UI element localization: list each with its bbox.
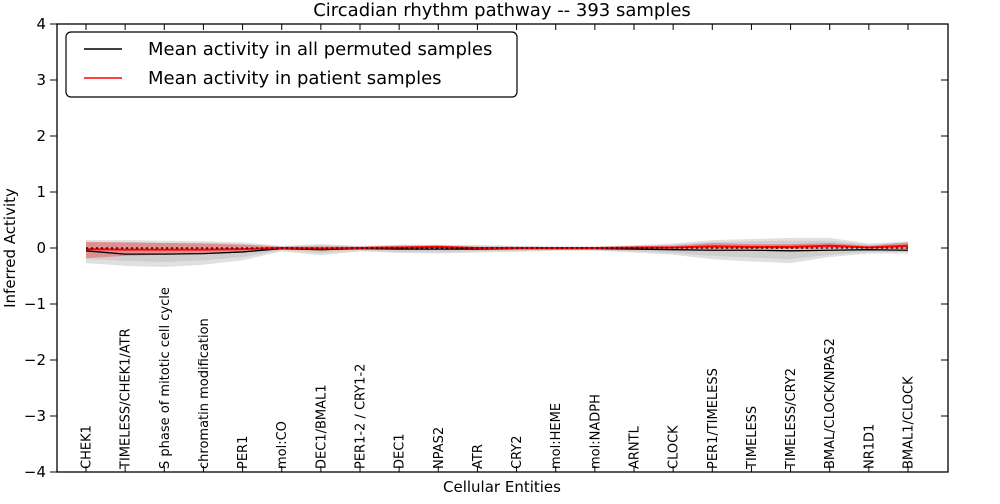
x-category-label: PER1: [236, 436, 251, 469]
x-category-label: mol:NADPH: [588, 394, 603, 469]
x-category-label: TIMELESS/CHEK1/ATR: [119, 328, 134, 470]
x-category-label: TIMELESS: [745, 406, 760, 470]
y-axis-label: Inferred Activity: [1, 188, 19, 308]
x-category-label: PER1/TIMELESS: [706, 368, 721, 469]
x-category-label: BMAL1/CLOCK: [902, 376, 917, 469]
y-tick-label: 4: [36, 15, 46, 33]
confidence-bands: [86, 237, 908, 268]
x-axis-label: Cellular Entities: [443, 478, 561, 496]
y-tick-label: 3: [36, 71, 46, 89]
y-tick-label: −1: [24, 295, 46, 313]
legend-box: [65, 31, 518, 98]
x-category-label: TIMELESS/CRY2: [784, 368, 799, 470]
y-tick-labels: 4 3 2 1 0 −1 −2 −3 −4: [24, 15, 46, 481]
x-category-label: CLOCK: [667, 425, 682, 469]
legend-label-patient: Mean activity in patient samples: [148, 68, 442, 89]
x-category-label: ATR: [471, 444, 486, 469]
legend-label-permuted: Mean activity in all permuted samples: [148, 39, 492, 60]
y-tick-label: 1: [36, 183, 46, 201]
y-tick-label: −4: [24, 463, 46, 481]
x-category-labels: CHEK1 TIMELESS/CHEK1/ATR S phase of mitoti…: [80, 287, 917, 470]
x-category-label: chromatin modification: [197, 318, 212, 469]
x-category-label: CRY2: [510, 436, 525, 470]
y-tick-label: −2: [24, 351, 46, 369]
x-category-label: PER1-2 / CRY1-2: [354, 364, 369, 469]
y-tick-label: 0: [36, 239, 46, 257]
x-category-label: NR1D1: [862, 424, 877, 469]
axis-tick-marks: [50, 23, 948, 473]
legend: Mean activity in all permuted samples Me…: [65, 31, 518, 98]
x-category-label: DEC1: [393, 433, 408, 469]
x-category-label: NPAS2: [432, 427, 447, 469]
y-tick-label: 2: [36, 127, 46, 145]
x-category-label: S phase of mitotic cell cycle: [158, 287, 173, 469]
x-category-label: CHEK1: [80, 425, 95, 469]
x-category-label: DEC1/BMAL1: [314, 385, 329, 470]
x-category-label: ARNTL: [628, 425, 643, 469]
band-permuted-range-outer: [86, 237, 908, 268]
y-tick-label: −3: [24, 407, 46, 425]
x-category-label: mol:CO: [275, 421, 290, 469]
x-category-label: BMAL/CLOCK/NPAS2: [823, 338, 838, 469]
series-lines: [85, 244, 909, 255]
x-category-label: mol:HEME: [549, 403, 564, 469]
chart-title: Circadian rhythm pathway -- 393 samples: [313, 0, 691, 21]
